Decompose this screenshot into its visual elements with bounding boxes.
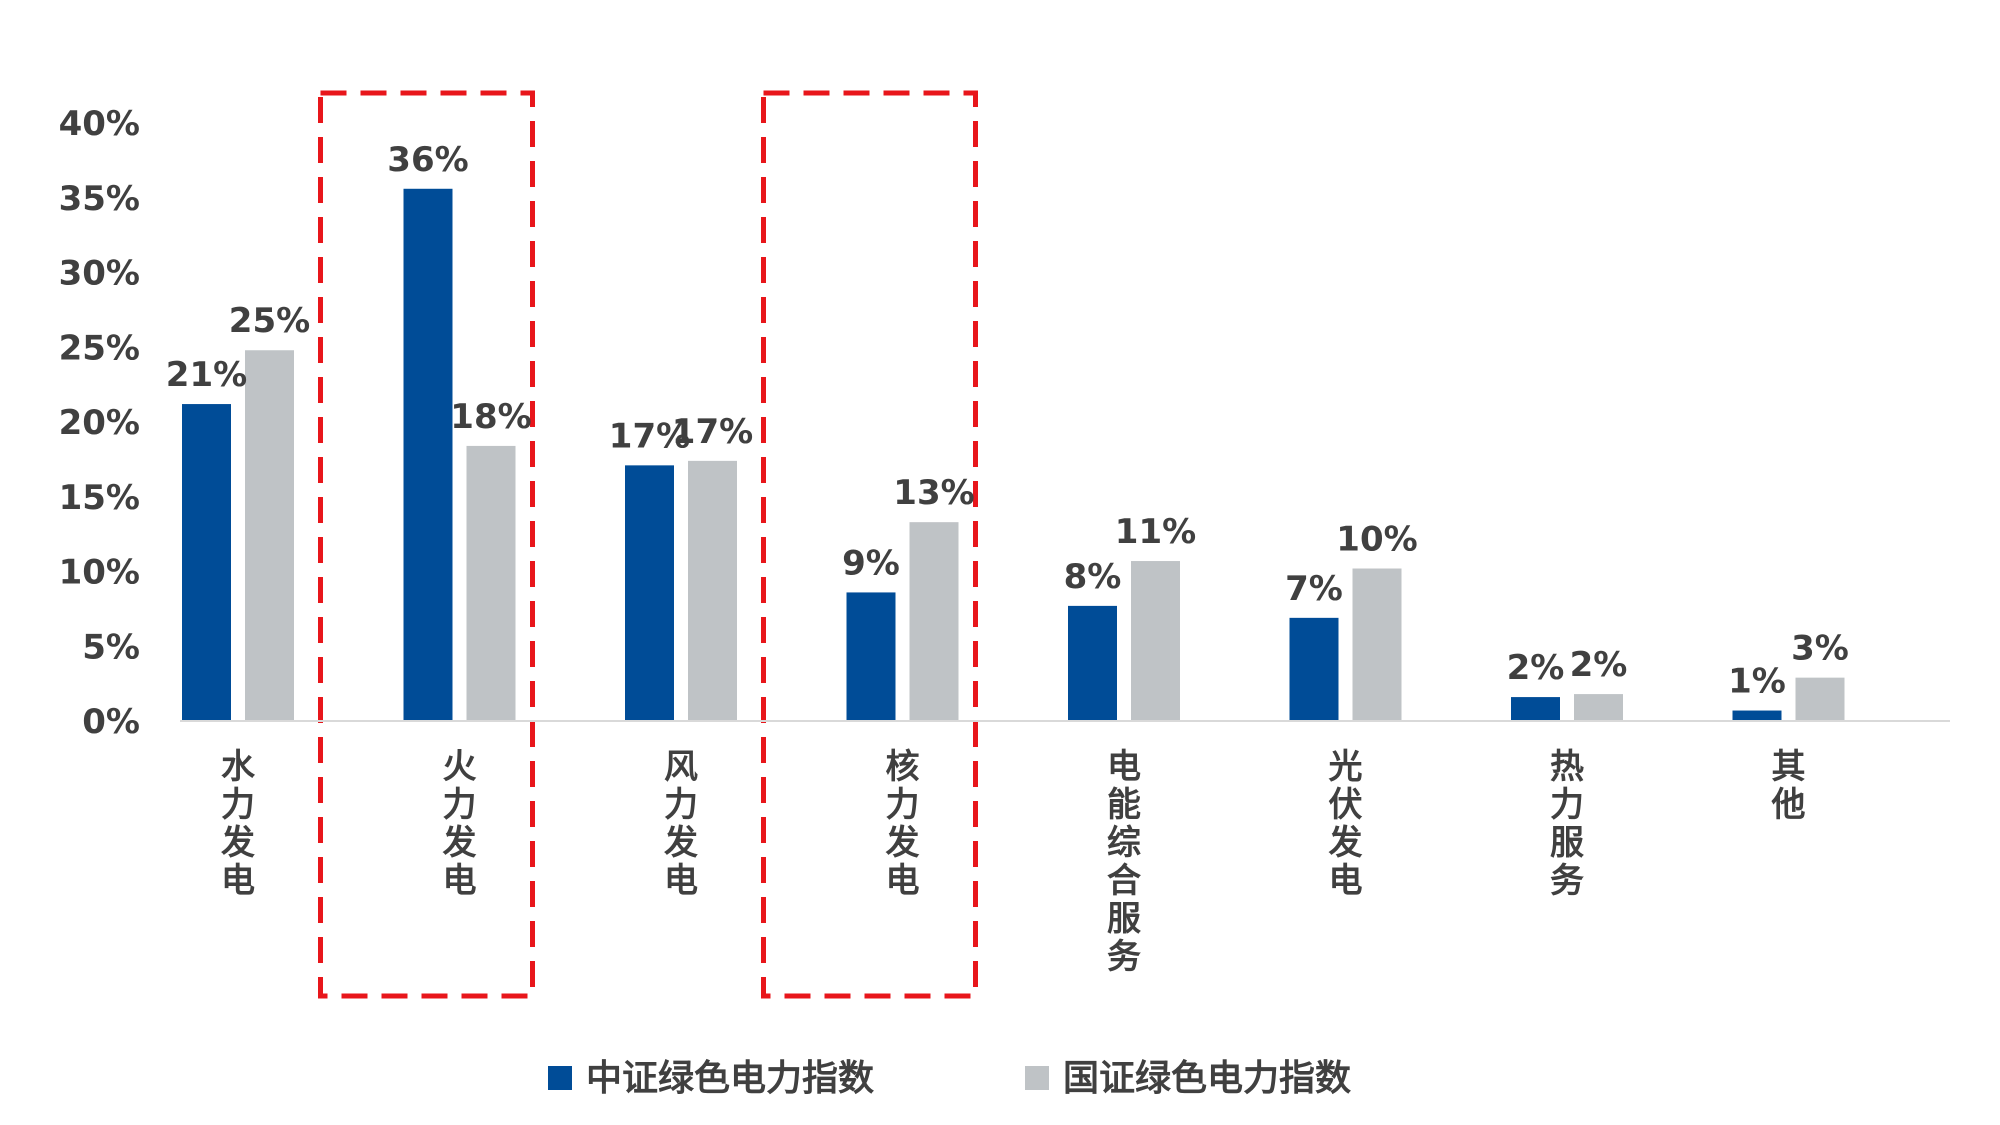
- category-label: 核力发电: [886, 747, 920, 901]
- category-label: 热力服务: [1550, 747, 1584, 901]
- data-label: 8%: [1064, 557, 1122, 597]
- data-label: 21%: [166, 355, 247, 395]
- data-label: 36%: [387, 140, 468, 180]
- data-label: 9%: [842, 543, 900, 583]
- y-tick-label: 0%: [82, 702, 140, 742]
- data-label: 17%: [672, 412, 753, 452]
- y-tick-label: 35%: [59, 179, 140, 219]
- data-label: 1%: [1728, 662, 1786, 702]
- data-label: 2%: [1507, 648, 1565, 688]
- data-label: 3%: [1791, 629, 1849, 669]
- bar-cni: [688, 460, 737, 721]
- y-tick-label: 25%: [59, 328, 140, 368]
- data-labels: 21% 25% 36% 18% 17%17% 9% 13% 8% 11% 7% 10% 2% 2% 1%3…: [166, 140, 1849, 702]
- y-axis: 0% 5% 10% 15% 20% 25% 30% 35% 40%: [59, 104, 140, 742]
- y-tick-label: 40%: [59, 104, 140, 144]
- category-label: 光伏发电: [1329, 747, 1363, 901]
- bar-csi: [1068, 605, 1117, 721]
- data-label: 10%: [1336, 520, 1417, 560]
- bar-cni: [1352, 568, 1402, 721]
- category-label: 水力发电: [221, 747, 256, 901]
- legend-swatch: [1025, 1066, 1049, 1090]
- data-label: 11%: [1115, 512, 1196, 552]
- bar-cni: [1795, 677, 1845, 721]
- legend-label: 中证绿色电力指数: [586, 1058, 874, 1099]
- highlight-box: [318, 90, 535, 999]
- bar-cni: [909, 522, 959, 721]
- data-label: 13%: [893, 473, 974, 513]
- legend-label: 国证绿色电力指数: [1063, 1058, 1351, 1099]
- legend: 中证绿色电力指数 国证绿色电力指数: [548, 1058, 1351, 1099]
- bar-csi: [846, 592, 896, 721]
- highlight-boxes: [318, 90, 978, 999]
- bar-csi: [1732, 710, 1782, 721]
- bar-csi: [182, 404, 231, 721]
- y-tick-label: 15%: [59, 478, 140, 518]
- bar-cni: [466, 445, 516, 721]
- data-label: 2%: [1570, 645, 1628, 685]
- data-label: 17%: [609, 416, 690, 456]
- bar-csi: [1289, 617, 1339, 721]
- legend-swatch: [548, 1066, 572, 1090]
- y-tick-label: 5%: [82, 627, 140, 667]
- y-tick-label: 10%: [59, 553, 140, 593]
- x-axis-categories: 水力发电 火力发电 风力发电 核力发电 电能综合服务 光伏发电 热力服务 其他: [221, 747, 1806, 977]
- category-label: 电能综合服务: [1107, 747, 1141, 977]
- bar-cni: [1131, 561, 1180, 721]
- category-label: 火力发电: [443, 747, 477, 901]
- bar-csi: [1511, 697, 1560, 721]
- data-label: 7%: [1285, 569, 1343, 609]
- data-label: 18%: [450, 397, 531, 437]
- y-tick-label: 20%: [59, 403, 140, 443]
- y-tick-label: 30%: [59, 254, 140, 294]
- bar-csi: [403, 188, 453, 721]
- category-label: 风力发电: [664, 747, 698, 901]
- bar-csi: [625, 465, 674, 721]
- category-label: 其他: [1771, 747, 1806, 825]
- highlight-box: [761, 90, 978, 999]
- bars: [182, 188, 1845, 721]
- data-label: 25%: [229, 301, 310, 341]
- bar-cni: [245, 350, 294, 721]
- bar-cni: [1574, 694, 1623, 721]
